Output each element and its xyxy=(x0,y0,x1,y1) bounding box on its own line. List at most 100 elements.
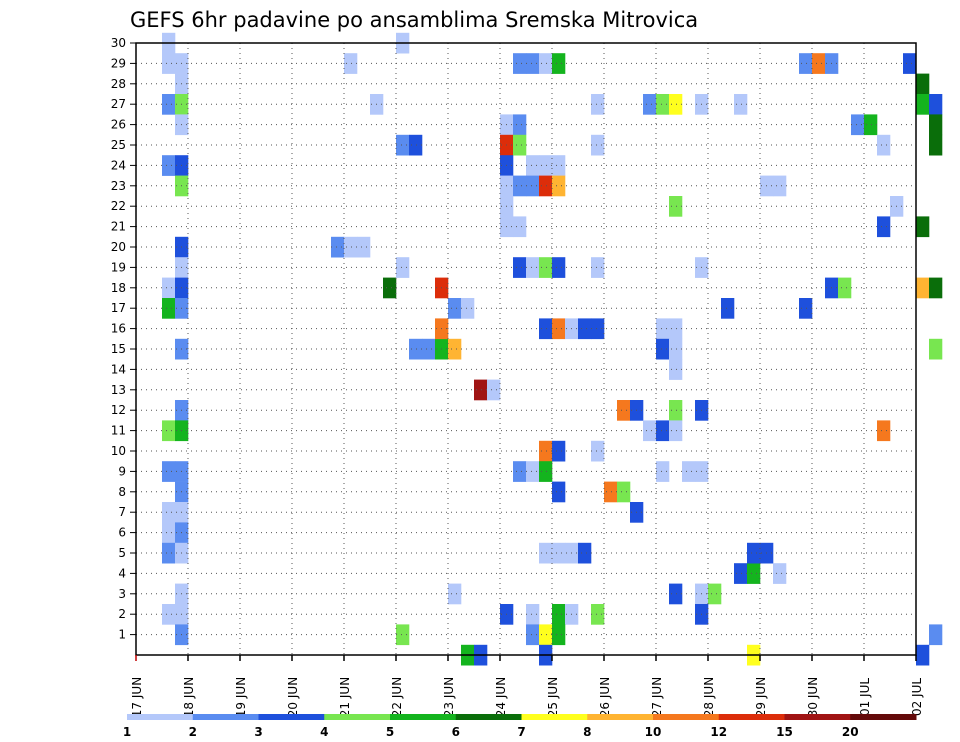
legend-label: 6 xyxy=(452,725,460,739)
y-tick-label: 9 xyxy=(118,464,126,478)
heatmap-cell xyxy=(461,298,475,319)
heatmap-cell xyxy=(162,604,176,625)
legend-swatch xyxy=(127,714,194,720)
heatmap-cell xyxy=(552,624,566,646)
heatmap-cell xyxy=(929,624,943,646)
heatmap-cell xyxy=(344,236,358,258)
heatmap-cell xyxy=(539,440,553,462)
legend-swatch xyxy=(653,714,720,720)
heatmap-cell xyxy=(513,216,527,238)
heatmap-cell xyxy=(422,338,436,360)
heatmap-cell xyxy=(552,481,566,503)
heatmap-cell xyxy=(929,277,943,299)
heatmap-cell xyxy=(916,277,930,299)
x-tick-label: 27 JUN xyxy=(650,677,664,717)
x-tick-label: 18 JUN xyxy=(182,677,196,717)
heatmap-cell xyxy=(162,502,176,523)
y-tick-label: 18 xyxy=(111,281,126,295)
heatmap-cell xyxy=(344,53,358,74)
heatmap-cell xyxy=(669,583,683,605)
x-tick-label: 22 JUN xyxy=(390,677,404,717)
heatmap-cell xyxy=(864,114,878,136)
heatmap-cell xyxy=(552,175,566,197)
heatmap-cell xyxy=(526,53,540,74)
legend-swatch xyxy=(390,714,457,720)
heatmap-cell xyxy=(396,257,410,278)
y-tick-label: 10 xyxy=(111,444,126,458)
legend-label: 5 xyxy=(386,725,394,739)
x-tick-label: 25 JUN xyxy=(546,677,560,717)
heatmap-cell xyxy=(513,114,527,136)
x-tick-label: 24 JUN xyxy=(494,677,508,717)
y-tick-label: 16 xyxy=(111,322,126,336)
heatmap-cell xyxy=(448,298,462,319)
heatmap-cell xyxy=(539,318,553,340)
x-tick-label: 30 JUN xyxy=(806,677,820,717)
heatmap-cell xyxy=(591,318,605,340)
heatmap-cell xyxy=(656,420,670,442)
heatmap-cell xyxy=(929,338,943,360)
heatmap-cell xyxy=(617,400,631,421)
y-tick-label: 5 xyxy=(118,546,126,560)
heatmap-cell xyxy=(162,542,176,564)
heatmap-cell xyxy=(552,53,566,74)
heatmap-cell xyxy=(747,563,761,584)
y-tick-label: 8 xyxy=(118,485,126,499)
heatmap-cell xyxy=(539,175,553,197)
heatmap-cell xyxy=(669,420,683,442)
heatmap-cell xyxy=(591,257,605,278)
heatmap-cell xyxy=(747,542,761,564)
y-tick-label: 11 xyxy=(111,424,126,438)
legend-swatch xyxy=(850,714,917,720)
y-tick-label: 23 xyxy=(111,179,126,193)
y-tick-label: 4 xyxy=(118,566,126,580)
x-tick-label: 26 JUN xyxy=(598,677,612,717)
legend-label: 7 xyxy=(517,725,525,739)
heatmap-cell xyxy=(773,563,787,584)
heatmap-cell xyxy=(669,338,683,360)
heatmap-cell xyxy=(526,624,540,646)
y-tick-label: 2 xyxy=(118,607,126,621)
heatmap-cell xyxy=(513,134,527,156)
heatmap-cell xyxy=(513,53,527,74)
legend-label: 20 xyxy=(842,725,859,739)
y-tick-label: 7 xyxy=(118,505,126,519)
heatmap-cell xyxy=(734,563,748,584)
heatmap-cell xyxy=(331,236,345,258)
heatmap-cell xyxy=(448,338,462,360)
legend-label: 12 xyxy=(710,725,727,739)
x-tick-label: 21 JUN xyxy=(338,677,352,717)
legend-swatch xyxy=(784,714,851,720)
legend-swatch xyxy=(521,714,588,720)
heatmap-cell xyxy=(916,73,930,95)
heatmap-cell xyxy=(929,114,943,136)
y-tick-label: 26 xyxy=(111,118,126,132)
heatmap-cell xyxy=(396,624,410,646)
legend-swatch xyxy=(718,714,785,720)
legend-label: 10 xyxy=(645,725,662,739)
x-tick-label: 19 JUN xyxy=(234,677,248,717)
x-tick-label: 20 JUN xyxy=(286,677,300,717)
y-tick-label: 24 xyxy=(111,158,126,172)
heatmap-cell xyxy=(903,53,917,74)
heatmap-cell xyxy=(552,542,566,564)
heatmap-cell xyxy=(669,318,683,340)
heatmap-cell xyxy=(526,604,540,625)
heatmap-cell xyxy=(643,94,657,115)
heatmap-cell xyxy=(929,94,943,115)
heatmap-cell xyxy=(669,196,683,217)
x-tick-label: 01 JUL xyxy=(858,678,872,716)
y-tick-label: 15 xyxy=(111,342,126,356)
heatmap-cell xyxy=(526,461,540,482)
heatmap-cell xyxy=(708,583,722,605)
legend-label: 3 xyxy=(254,725,262,739)
heatmap-cell xyxy=(162,298,176,319)
x-tick-label: 17 JUN xyxy=(130,677,144,717)
heatmap-cell xyxy=(656,94,670,115)
heatmap-cell xyxy=(591,134,605,156)
heatmap-cell xyxy=(162,53,176,74)
heatmap-cell xyxy=(591,94,605,115)
y-tick-label: 30 xyxy=(111,36,126,50)
legend-label: 1 xyxy=(123,725,131,739)
heatmap-cell xyxy=(552,257,566,278)
